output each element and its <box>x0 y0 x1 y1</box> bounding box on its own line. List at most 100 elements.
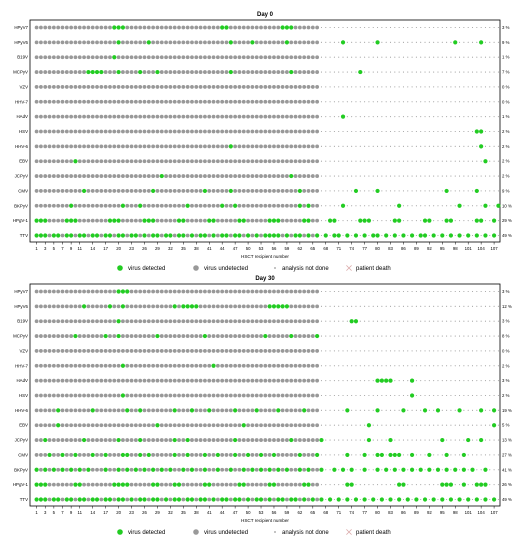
point-not-done <box>480 290 482 293</box>
point-not-done <box>437 484 439 486</box>
point-undetected <box>276 378 281 383</box>
point-not-done <box>420 101 422 103</box>
point-undetected <box>203 25 207 30</box>
point-not-done <box>441 205 443 207</box>
point-undetected <box>254 218 259 223</box>
point-not-done <box>411 335 413 337</box>
point-undetected <box>172 378 177 383</box>
point-detected <box>284 304 290 309</box>
point-undetected <box>99 144 104 149</box>
point-undetected <box>220 174 225 178</box>
point-undetected <box>172 40 177 45</box>
point-undetected <box>138 25 143 30</box>
point-not-done <box>433 469 435 471</box>
point-not-done <box>398 335 400 337</box>
point-not-done <box>476 71 478 73</box>
point-undetected <box>125 349 130 353</box>
point-not-done <box>415 439 417 441</box>
point-detected <box>228 188 233 194</box>
point-undetected <box>60 319 65 324</box>
point-undetected <box>47 70 52 74</box>
point-detected <box>146 40 151 45</box>
point-undetected <box>211 174 216 178</box>
point-undetected <box>164 55 168 60</box>
point-undetected <box>73 99 78 104</box>
point-undetected <box>155 55 160 60</box>
point-not-done <box>454 290 456 293</box>
point-undetected <box>237 378 242 383</box>
point-undetected <box>138 363 143 368</box>
point-not-done <box>394 380 396 382</box>
point-undetected <box>181 129 186 134</box>
point-undetected <box>224 423 229 428</box>
point-undetected <box>164 129 168 134</box>
point-detected <box>258 497 264 502</box>
point-not-done <box>389 56 392 58</box>
point-not-done <box>463 145 465 147</box>
point-undetected <box>181 40 186 45</box>
point-undetected <box>263 25 268 30</box>
point-undetected <box>164 99 168 104</box>
point-not-done <box>407 26 409 29</box>
point-undetected <box>129 40 134 45</box>
point-not-done <box>342 26 344 29</box>
point-undetected <box>194 408 199 413</box>
point-not-done <box>480 365 482 367</box>
point-detected <box>340 467 346 472</box>
point-undetected <box>224 174 229 178</box>
point-detected <box>228 69 233 75</box>
point-undetected <box>82 289 86 294</box>
point-detected <box>146 452 151 458</box>
point-undetected <box>73 319 78 324</box>
point-detected <box>289 497 294 502</box>
point-undetected <box>297 304 302 309</box>
point-undetected <box>259 363 263 368</box>
point-undetected <box>280 85 285 89</box>
point-undetected <box>203 408 207 413</box>
point-not-done <box>372 394 374 397</box>
point-undetected <box>315 114 320 119</box>
point-not-done <box>459 160 461 162</box>
point-detected <box>310 497 315 502</box>
point-undetected <box>185 319 190 324</box>
point-detected <box>366 218 372 223</box>
point-undetected <box>276 159 281 164</box>
point-not-done <box>364 205 366 207</box>
point-undetected <box>172 233 177 238</box>
point-undetected <box>198 159 203 164</box>
point-not-done <box>394 320 396 322</box>
point-not-done <box>398 71 400 73</box>
point-undetected <box>99 482 104 487</box>
point-undetected <box>99 467 104 472</box>
virus-label: HPyV7 <box>14 25 28 30</box>
point-undetected <box>220 55 225 60</box>
point-not-done <box>433 56 435 58</box>
point-not-done <box>346 101 348 103</box>
point-undetected <box>237 319 242 324</box>
point-detected <box>120 452 126 458</box>
point-not-done <box>480 469 482 471</box>
point-undetected <box>64 144 69 149</box>
point-undetected <box>172 99 177 104</box>
point-undetected <box>203 304 207 309</box>
point-undetected <box>133 99 138 104</box>
point-not-done <box>355 130 357 133</box>
point-undetected <box>185 159 190 164</box>
point-undetected <box>267 203 272 208</box>
point-not-done <box>364 424 366 426</box>
point-undetected <box>116 174 121 178</box>
point-not-done <box>446 498 448 501</box>
point-not-done <box>415 380 417 382</box>
point-undetected <box>112 159 117 164</box>
point-not-done <box>446 424 448 426</box>
point-not-done <box>381 130 383 133</box>
point-undetected <box>215 319 220 324</box>
point-undetected <box>254 423 259 428</box>
point-not-done <box>467 56 469 58</box>
point-undetected <box>285 55 289 60</box>
point-undetected <box>181 114 186 119</box>
point-not-done <box>437 454 439 456</box>
point-undetected <box>289 393 294 398</box>
detection-percent: 29 % <box>502 218 512 223</box>
point-undetected <box>99 40 104 45</box>
